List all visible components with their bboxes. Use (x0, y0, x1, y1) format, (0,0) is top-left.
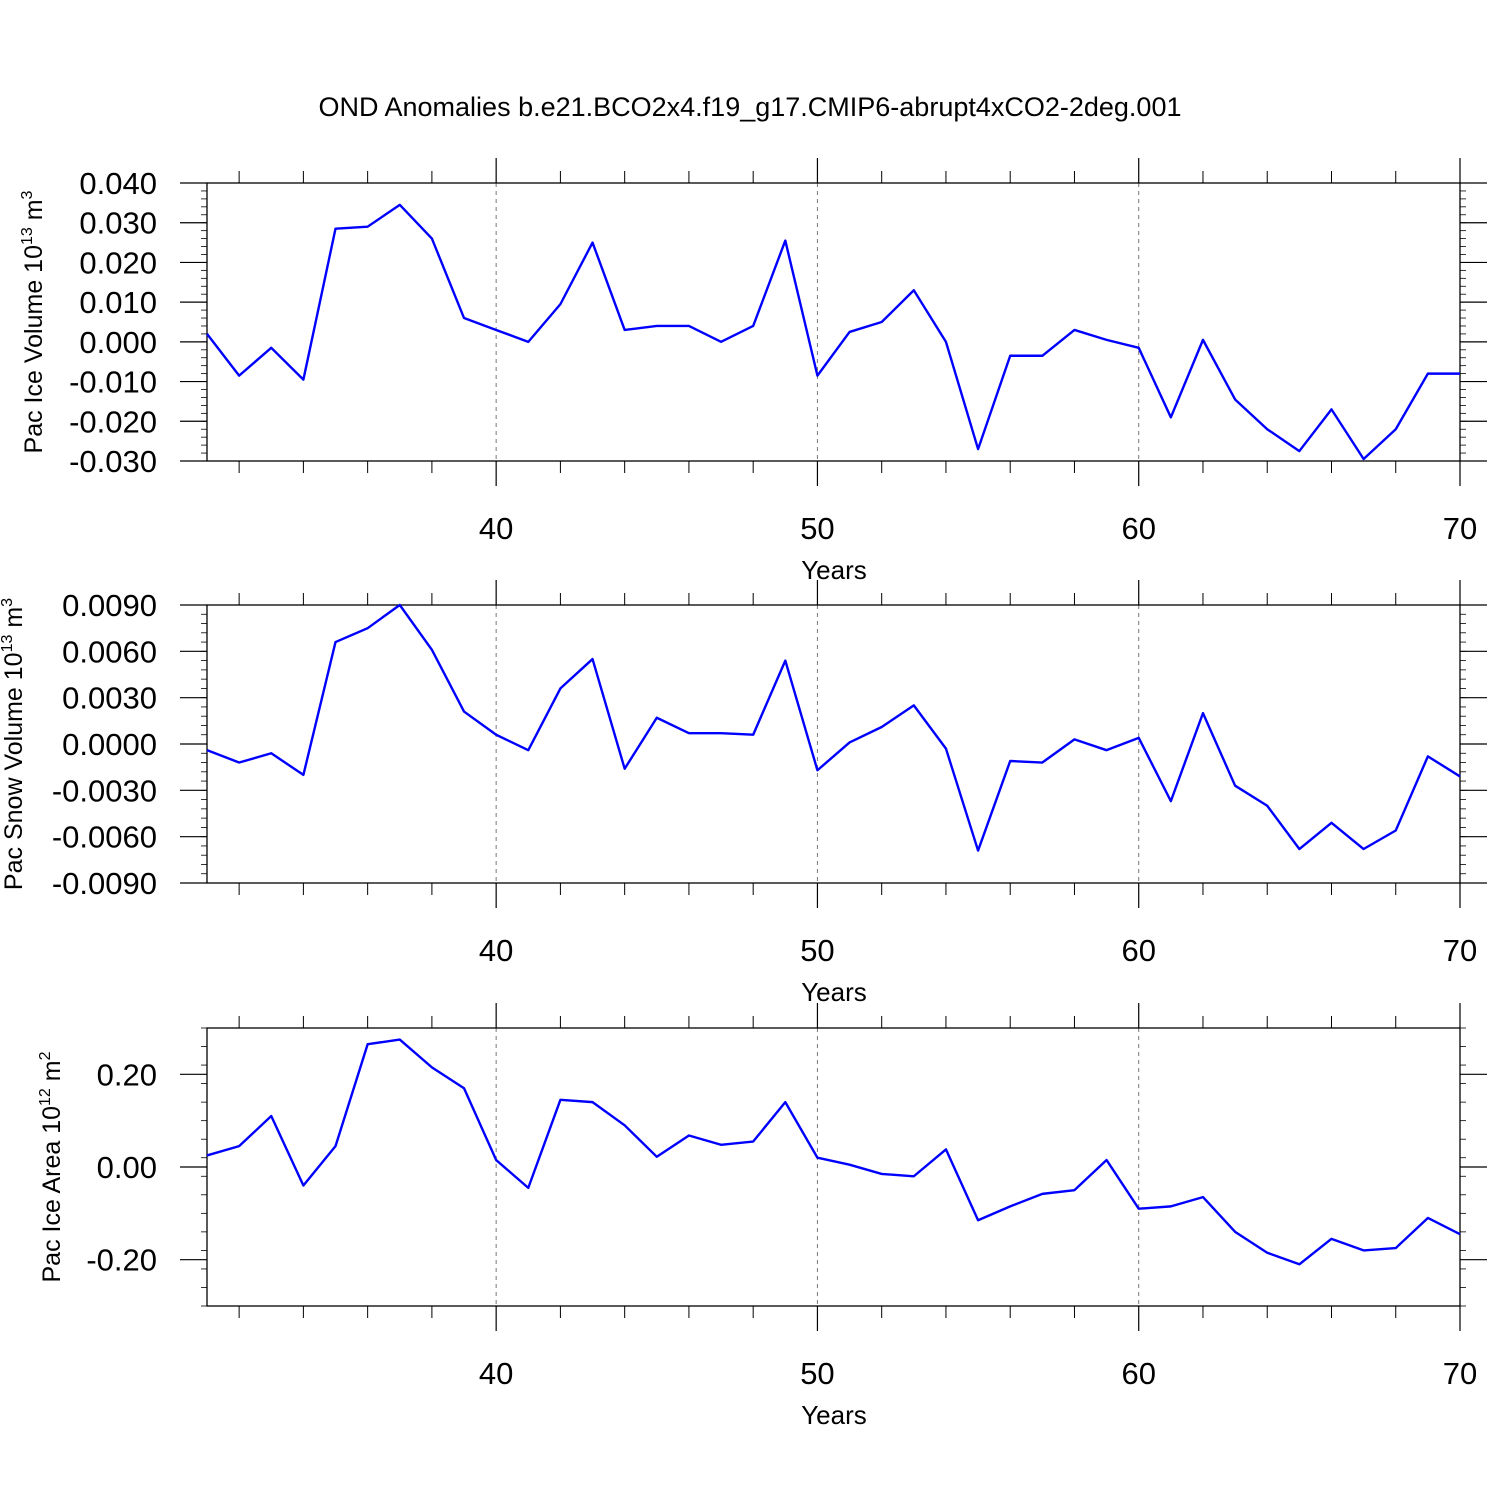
x-tick-label: 70 (1443, 511, 1477, 546)
series-line (206, 203, 1460, 461)
x-tick-label: 70 (1443, 933, 1477, 968)
y-tick-label: 0.0090 (62, 588, 157, 623)
x-axis-label: Years (801, 977, 867, 1007)
series-line (206, 1038, 1461, 1266)
x-tick-label: 60 (1121, 511, 1155, 546)
y-tick-label: 0.0030 (62, 681, 157, 716)
x-axis-label: Years (801, 1400, 867, 1430)
y-tick-label: 0.010 (79, 285, 157, 320)
x-tick-label: 50 (800, 1356, 834, 1391)
x-tick-label: 60 (1121, 1356, 1155, 1391)
panel-1: -0.030 -0.020 -0.010 0.000 0.010 0.020 0.030 0.… (19, 158, 1487, 585)
x-tick-label: 50 (800, 933, 834, 968)
plot-frame (206, 604, 1461, 884)
panel-3: -0.20 0.00 0.20 40 50 60 70 Years Pac Ice Area 1… (37, 1003, 1487, 1430)
y-tick-label: 0.000 (79, 325, 157, 360)
y-tick-label: -0.010 (69, 365, 157, 400)
x-tick-label: 60 (1121, 933, 1155, 968)
y-tick-label: -0.030 (69, 444, 157, 479)
x-tick-label: 70 (1443, 1356, 1477, 1391)
y-axis-label: Pac Snow Volume 1013 m3 (0, 598, 28, 890)
x-tick-label: 40 (479, 933, 513, 968)
plot-frame (206, 1027, 1461, 1307)
x-tick-label: 40 (479, 1356, 513, 1391)
y-tick-label: 0.030 (79, 206, 157, 241)
x-axis-label: Years (801, 555, 867, 585)
y-tick-label: -0.0060 (52, 820, 157, 855)
y-tick-label: -0.0030 (52, 773, 157, 808)
y-tick-label: 0.20 (97, 1057, 157, 1092)
y-axis-label: Pac Ice Area 1012 m2 (37, 1051, 66, 1282)
y-tick-label: 0.00 (97, 1150, 157, 1185)
series-line (206, 603, 1461, 852)
x-tick-label: 40 (479, 511, 513, 546)
y-tick-label: 0.0060 (62, 634, 157, 669)
chart-title: OND Anomalies b.e21.BCO2x4.f19_g17.CMIP6… (318, 92, 1182, 122)
y-tick-label: 0.0000 (62, 727, 157, 762)
y-tick-label: -0.20 (86, 1243, 157, 1278)
y-tick-label: 0.020 (79, 245, 157, 280)
y-tick-label: -0.0090 (52, 866, 157, 901)
y-tick-label: -0.020 (69, 404, 157, 439)
y-tick-label: 0.040 (79, 166, 157, 201)
panel-2: -0.0090 -0.0060 -0.0030 0.0000 0.0030 0.0060 0… (0, 580, 1487, 1007)
y-axis-label: Pac Ice Volume 1013 m3 (19, 190, 48, 453)
plot-frame (206, 182, 1461, 462)
x-tick-label: 50 (800, 511, 834, 546)
